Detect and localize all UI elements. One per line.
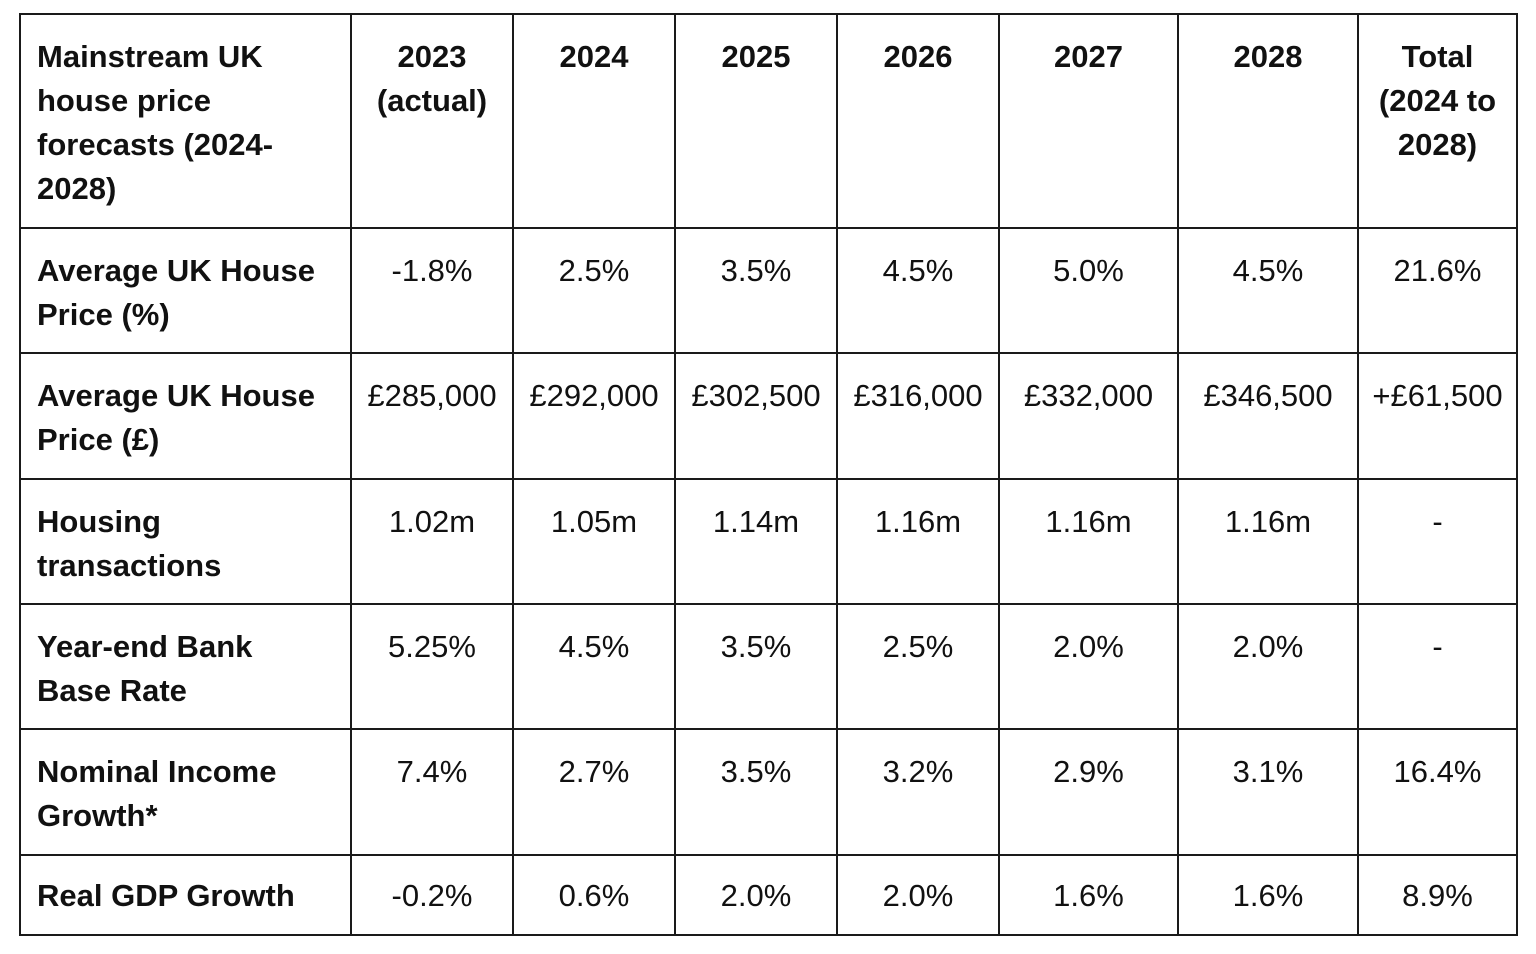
table-row: Year-end Bank Base Rate 5.25% 4.5% 3.5% …: [19, 603, 1518, 730]
table-cell: 1.16m: [836, 478, 1000, 605]
table-cell: +£61,500: [1357, 352, 1518, 480]
table-cell: £346,500: [1177, 352, 1359, 480]
header-cell-2027: 2027: [998, 13, 1179, 229]
table-cell: 1.14m: [674, 478, 838, 605]
table-cell: £292,000: [512, 352, 676, 480]
table-cell: 1.6%: [998, 854, 1179, 936]
table-cell: 2.0%: [998, 603, 1179, 730]
table-cell: 4.5%: [836, 227, 1000, 354]
table-cell: 2.7%: [512, 728, 676, 856]
table-row: Real GDP Growth -0.2% 0.6% 2.0% 2.0% 1.6…: [19, 854, 1518, 936]
table-cell: 4.5%: [1177, 227, 1359, 354]
row-label: Real GDP Growth: [19, 854, 352, 936]
table-cell: -: [1357, 603, 1518, 730]
header-cell-2023: 2023 (actual): [350, 13, 514, 229]
table-cell: 2.9%: [998, 728, 1179, 856]
table-cell: 3.2%: [836, 728, 1000, 856]
table-cell: -1.8%: [350, 227, 514, 354]
header-cell-2028: 2028: [1177, 13, 1359, 229]
row-label: Year-end Bank Base Rate: [19, 603, 352, 730]
table-row: Average UK House Price (%) -1.8% 2.5% 3.…: [19, 227, 1518, 354]
table-cell: -0.2%: [350, 854, 514, 936]
table-cell: 2.5%: [512, 227, 676, 354]
forecast-table: Mainstream UK house price forecasts (202…: [19, 13, 1518, 936]
header-cell-2026: 2026: [836, 13, 1000, 229]
table-cell: £302,500: [674, 352, 838, 480]
table-cell: 4.5%: [512, 603, 676, 730]
header-cell-2024: 2024: [512, 13, 676, 229]
table-cell: 1.16m: [998, 478, 1179, 605]
table-cell: £332,000: [998, 352, 1179, 480]
table-cell: £316,000: [836, 352, 1000, 480]
header-cell-total: Total (2024 to 2028): [1357, 13, 1518, 229]
table-cell: 2.0%: [836, 854, 1000, 936]
table-cell: 2.0%: [674, 854, 838, 936]
table-cell: 3.1%: [1177, 728, 1359, 856]
table-cell: 1.16m: [1177, 478, 1359, 605]
row-label: Average UK House Price (%): [19, 227, 352, 354]
table-cell: -: [1357, 478, 1518, 605]
table-cell: 0.6%: [512, 854, 676, 936]
row-label: Housing transactions: [19, 478, 352, 605]
row-label: Nominal Income Growth*: [19, 728, 352, 856]
table-cell: 3.5%: [674, 603, 838, 730]
table-cell: 5.25%: [350, 603, 514, 730]
table-cell: 3.5%: [674, 728, 838, 856]
table-cell: 1.02m: [350, 478, 514, 605]
header-cell-title: Mainstream UK house price forecasts (202…: [19, 13, 352, 229]
table-cell: 21.6%: [1357, 227, 1518, 354]
table-row: Average UK House Price (£) £285,000 £292…: [19, 352, 1518, 480]
table-cell: 2.5%: [836, 603, 1000, 730]
table-cell: £285,000: [350, 352, 514, 480]
table-cell: 1.6%: [1177, 854, 1359, 936]
table-cell: 2.0%: [1177, 603, 1359, 730]
table-row: Housing transactions 1.02m 1.05m 1.14m 1…: [19, 478, 1518, 605]
header-cell-2025: 2025: [674, 13, 838, 229]
row-label: Average UK House Price (£): [19, 352, 352, 480]
table-cell: 7.4%: [350, 728, 514, 856]
table-row: Nominal Income Growth* 7.4% 2.7% 3.5% 3.…: [19, 728, 1518, 856]
table-cell: 3.5%: [674, 227, 838, 354]
header-row: Mainstream UK house price forecasts (202…: [19, 13, 1518, 229]
table-cell: 16.4%: [1357, 728, 1518, 856]
table-cell: 5.0%: [998, 227, 1179, 354]
table-cell: 8.9%: [1357, 854, 1518, 936]
table-cell: 1.05m: [512, 478, 676, 605]
